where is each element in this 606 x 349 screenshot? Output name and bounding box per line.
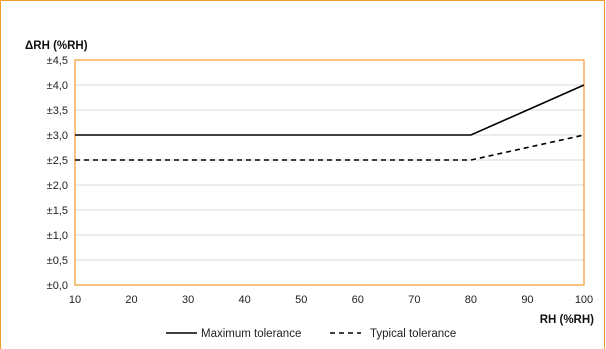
legend-label: Typical tolerance [370,328,456,340]
legend: Maximum tolerance Typical tolerance [166,328,456,340]
x-tick-label: 20 [125,294,137,306]
series-line-typical [75,134,585,161]
y-axis-title: ΔRH (%RH) [25,40,88,52]
y-tick-label: ±3,5 [47,105,68,117]
x-tick-label: 30 [182,294,194,306]
x-axis-title: RH (%RH) [540,314,594,326]
x-tick-label: 40 [239,294,251,306]
x-axis-ticks: 10 20 30 40 50 60 70 80 90 100 [69,294,593,306]
x-tick-label: 10 [69,294,81,306]
y-tick-label: ±1,5 [47,205,68,217]
y-tick-label: ±3,0 [47,130,68,142]
y-tick-label: ±4,0 [47,80,68,92]
y-tick-label: ±4,5 [47,55,68,67]
plot-area-border [74,59,585,286]
series-lines [75,84,585,161]
x-tick-label: 70 [408,294,420,306]
y-tick-label: ±0,5 [47,255,68,267]
y-tick-label: ±2,5 [47,155,68,167]
x-tick-label: 50 [295,294,307,306]
y-tick-label: ±1,0 [47,230,68,242]
series-line-maximum [75,84,585,136]
y-tick-label: ±0,0 [47,280,68,292]
gridlines [75,84,584,261]
x-tick-label: 60 [352,294,364,306]
y-tick-label: ±2,0 [47,180,68,192]
x-tick-label: 80 [465,294,477,306]
y-axis-ticks: ±0,0 ±0,5 ±1,0 ±1,5 ±2,0 ±2,5 ±3,0 ±3,5 ±4,0 ±4,5 [47,55,68,292]
legend-label: Maximum tolerance [201,328,301,340]
x-tick-label: 90 [521,294,533,306]
x-tick-label: 100 [575,294,593,306]
